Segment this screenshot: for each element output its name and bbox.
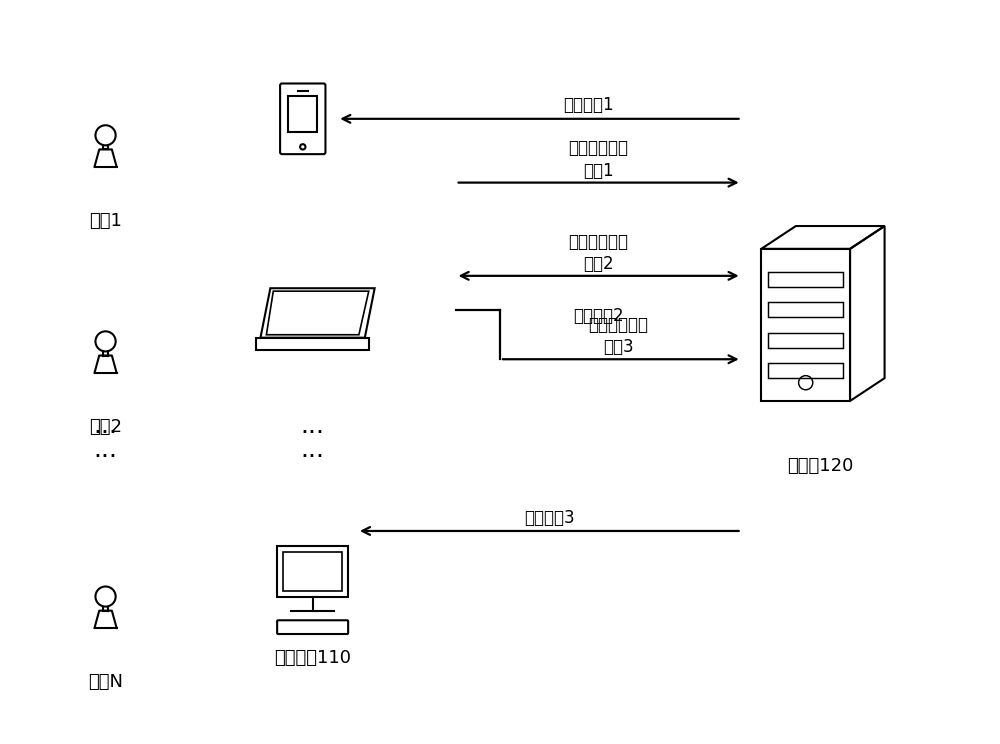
Bar	[277, 545, 348, 597]
Text: 用户编号2: 用户编号2	[573, 307, 624, 325]
Text: 用户编号生成
请求1: 用户编号生成 请求1	[569, 139, 629, 179]
Bar	[288, 96, 317, 132]
Bar	[768, 333, 843, 347]
Bar	[283, 551, 342, 591]
Bar	[768, 272, 843, 287]
Text: 用户编号1: 用户编号1	[563, 96, 614, 114]
Text: 服务器120: 服务器120	[787, 458, 854, 475]
Text: 用户编号3: 用户编号3	[524, 509, 575, 527]
Text: ···: ···	[94, 446, 118, 469]
Text: 用户N: 用户N	[88, 673, 123, 691]
Text: 用户编号生成
请求3: 用户编号生成 请求3	[588, 316, 648, 356]
Text: ···: ···	[301, 446, 325, 469]
Text: ···: ···	[301, 421, 325, 445]
Text: 用户编号生成
请求2: 用户编号生成 请求2	[569, 233, 629, 273]
Text: ···: ···	[94, 421, 118, 445]
Text: 用户1: 用户1	[89, 212, 122, 230]
Bar	[761, 248, 850, 401]
Bar	[768, 302, 843, 317]
Bar	[768, 363, 843, 378]
Text: 用户2: 用户2	[89, 418, 122, 436]
Text: 用户终端110: 用户终端110	[274, 649, 351, 667]
